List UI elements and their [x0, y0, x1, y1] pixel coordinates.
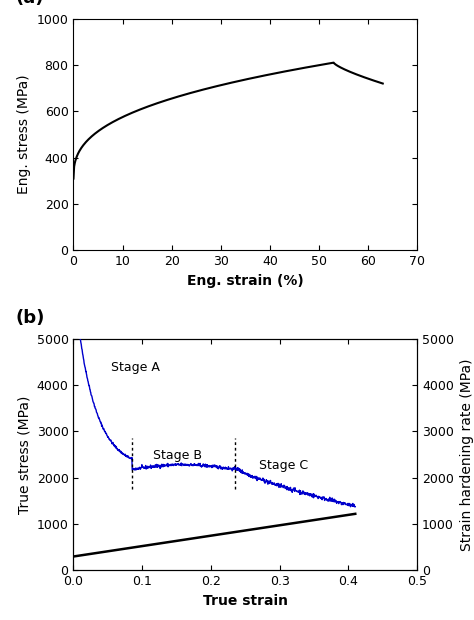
Y-axis label: Strain hardening rate (MPa): Strain hardening rate (MPa): [459, 358, 474, 551]
Text: Stage B: Stage B: [153, 449, 201, 462]
Y-axis label: True stress (MPa): True stress (MPa): [17, 396, 31, 513]
Text: (a): (a): [15, 0, 44, 7]
Text: Stage C: Stage C: [259, 459, 308, 472]
Text: Stage A: Stage A: [111, 361, 160, 374]
X-axis label: True strain: True strain: [203, 594, 288, 608]
Text: (b): (b): [15, 309, 45, 327]
X-axis label: Eng. strain (%): Eng. strain (%): [187, 274, 304, 288]
Y-axis label: Eng. stress (MPa): Eng. stress (MPa): [17, 75, 31, 194]
